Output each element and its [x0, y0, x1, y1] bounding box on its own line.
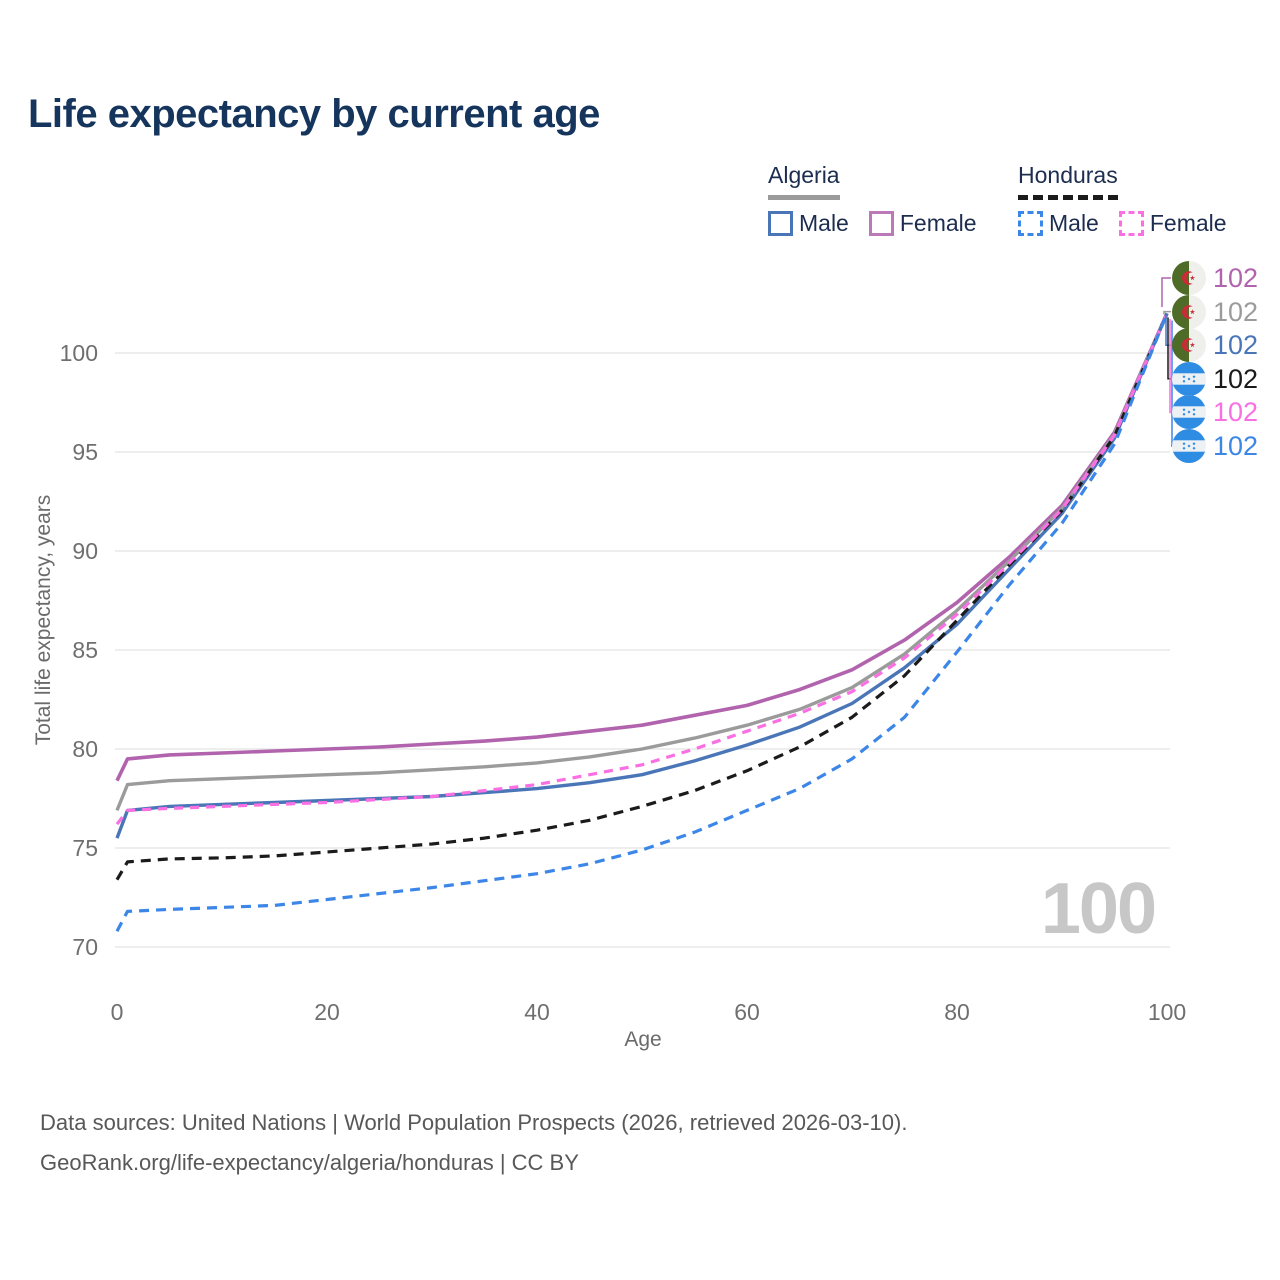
- end-value-row: 102: [1172, 328, 1258, 362]
- series-line-honduras-all: [115, 312, 1169, 881]
- attribution-text[interactable]: GeoRank.org/life-expectancy/algeria/hond…: [40, 1150, 579, 1175]
- page-title: Life expectancy by current age: [28, 92, 600, 136]
- data-sources-text: Data sources: United Nations | World Pop…: [40, 1110, 908, 1135]
- y-tick-80: 80: [72, 736, 98, 762]
- legend-item-algeria-male[interactable]: Male: [768, 210, 849, 237]
- legend-item-honduras-female[interactable]: Female: [1118, 210, 1227, 237]
- x-tick-40: 40: [524, 999, 550, 1025]
- legend-item-honduras-male[interactable]: Male: [1018, 210, 1099, 237]
- legend-label-honduras-male: Male: [1049, 210, 1099, 236]
- end-value-algeria-female: 102: [1213, 263, 1259, 293]
- y-tick-100: 100: [59, 340, 98, 366]
- legend-item-algeria-female[interactable]: Female: [868, 210, 977, 237]
- honduras-male-swatch: [1018, 211, 1043, 236]
- end-value-algeria-all: 102: [1213, 297, 1259, 327]
- end-value-row: 102: [1172, 429, 1258, 463]
- y-axis-title: Total life expectancy, years: [32, 494, 55, 746]
- algeria-flag-icon: [1172, 295, 1206, 329]
- x-axis-title: Age: [624, 1028, 662, 1051]
- series-line-honduras-male: [115, 312, 1169, 932]
- series-line-algeria-male: [115, 312, 1169, 839]
- series-line-algeria-female: [115, 312, 1169, 782]
- legend-group-algeria: Algeria Male Female: [768, 162, 977, 237]
- honduras-female-swatch: [1118, 211, 1144, 236]
- series-line-algeria-all: [115, 312, 1169, 812]
- algeria-male-swatch: [768, 211, 793, 236]
- honduras-flag-icon: [1172, 395, 1206, 429]
- end-value-honduras-all: 102: [1213, 364, 1259, 394]
- end-value-row: 102: [1172, 261, 1258, 295]
- x-tick-0: 0: [110, 999, 124, 1025]
- x-tick-100: 100: [1147, 999, 1187, 1025]
- y-tick-85: 85: [72, 637, 98, 663]
- y-tick-70: 70: [72, 934, 98, 960]
- legend-label-algeria-male: Male: [799, 210, 849, 236]
- legend-label-honduras-female: Female: [1149, 210, 1227, 236]
- y-tick-90: 90: [72, 538, 98, 564]
- end-label-connector-honduras-female: [1169, 319, 1171, 414]
- legend-label-algeria-female: Female: [899, 210, 977, 236]
- honduras-flag-icon: [1172, 362, 1206, 396]
- end-value-honduras-female: 102: [1213, 397, 1259, 427]
- legend-header-algeria[interactable]: Algeria: [768, 162, 840, 200]
- end-value-row: 102: [1172, 295, 1258, 329]
- algeria-female-swatch: [868, 211, 894, 236]
- legend-group-honduras: Honduras Male Female: [1018, 162, 1227, 237]
- x-tick-20: 20: [314, 999, 340, 1025]
- end-value-row: 102: [1172, 362, 1258, 396]
- algeria-flag-icon: [1172, 328, 1206, 362]
- legend-header-honduras[interactable]: Honduras: [1018, 162, 1118, 200]
- end-label-connector-algeria-all: [1163, 310, 1171, 315]
- honduras-flag-icon: [1172, 429, 1206, 463]
- x-tick-80: 80: [944, 999, 970, 1025]
- age-watermark: 100: [1040, 869, 1157, 949]
- end-label-connector-algeria-female: [1161, 277, 1171, 307]
- end-value-algeria-male: 102: [1213, 330, 1259, 360]
- y-tick-95: 95: [72, 439, 98, 465]
- y-tick-75: 75: [72, 835, 98, 861]
- end-value-row: 102: [1172, 395, 1258, 429]
- end-value-honduras-male: 102: [1213, 431, 1259, 461]
- algeria-flag-icon: [1172, 261, 1206, 295]
- x-tick-60: 60: [734, 999, 760, 1025]
